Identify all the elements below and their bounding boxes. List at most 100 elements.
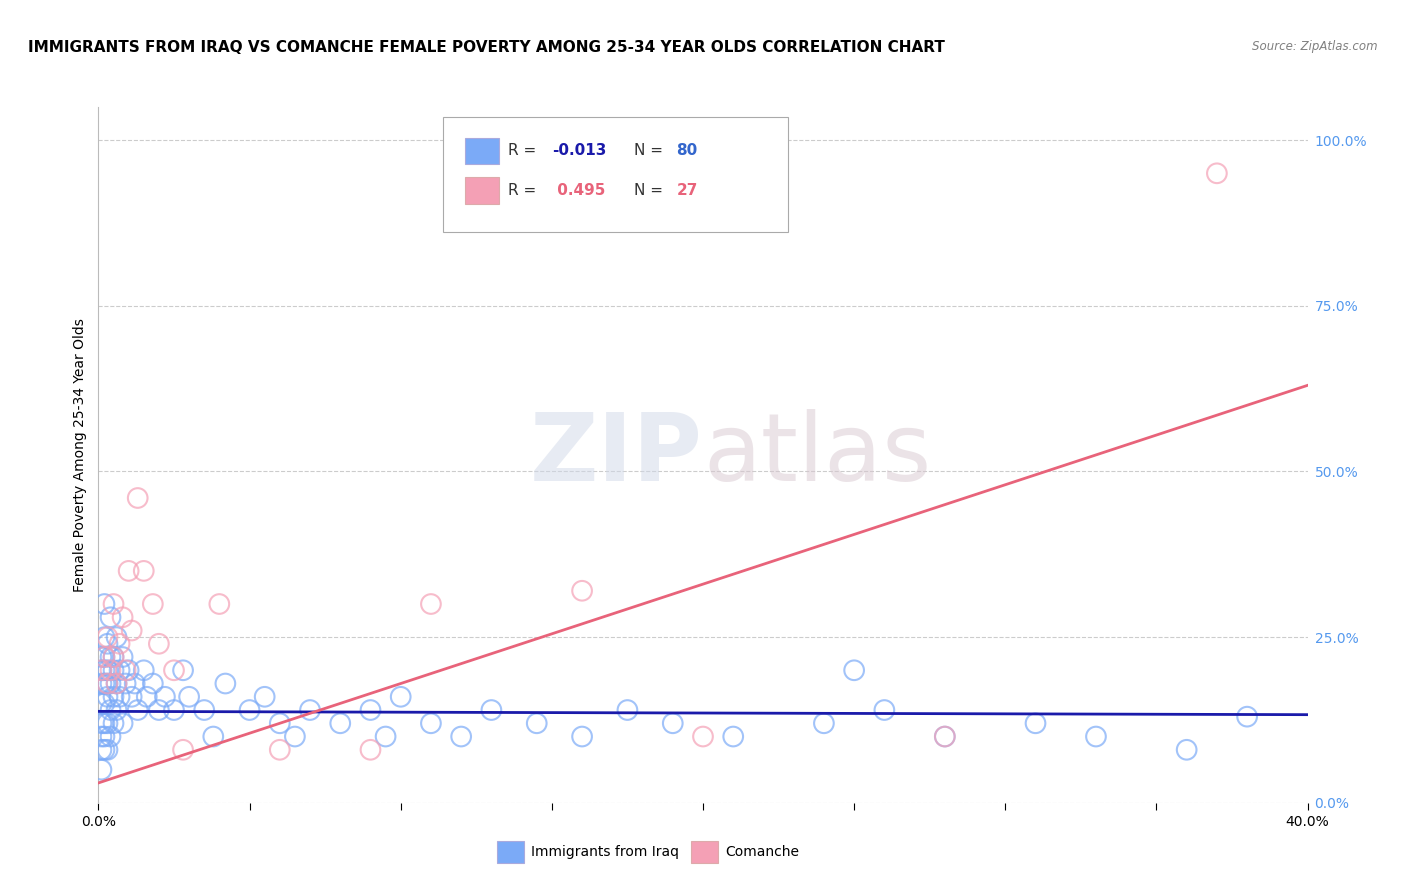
Text: IMMIGRANTS FROM IRAQ VS COMANCHE FEMALE POVERTY AMONG 25-34 YEAR OLDS CORRELATIO: IMMIGRANTS FROM IRAQ VS COMANCHE FEMALE … (28, 40, 945, 55)
Point (114, 676, 136, 690)
Point (934, 730, 956, 744)
Point (934, 730, 956, 744)
Point (329, 716, 352, 731)
Point (208, 597, 231, 611)
FancyBboxPatch shape (465, 137, 499, 164)
Point (96, 690, 118, 704)
Point (127, 703, 149, 717)
Point (571, 583, 593, 598)
Text: -0.013: -0.013 (551, 144, 606, 159)
Point (105, 703, 128, 717)
Point (1175, 743, 1198, 757)
Text: N =: N = (634, 144, 668, 159)
Point (1206, 166, 1229, 180)
Point (111, 650, 134, 665)
Point (526, 716, 548, 731)
Point (616, 703, 638, 717)
Point (108, 637, 131, 651)
Point (163, 663, 186, 677)
Text: atlas: atlas (703, 409, 931, 501)
Text: 80: 80 (676, 144, 697, 159)
Point (100, 663, 122, 677)
Point (96, 716, 118, 731)
Point (114, 663, 136, 677)
Point (148, 703, 170, 717)
Point (93, 730, 115, 744)
Point (844, 663, 866, 677)
Point (108, 663, 131, 677)
Point (148, 637, 170, 651)
Point (813, 716, 835, 731)
Point (90, 697, 112, 711)
Point (135, 690, 157, 704)
Point (100, 676, 122, 690)
FancyBboxPatch shape (690, 841, 717, 863)
Point (571, 730, 593, 744)
Point (103, 650, 125, 665)
Point (93, 716, 115, 731)
Point (269, 743, 291, 757)
Point (96, 743, 118, 757)
Point (90, 663, 112, 677)
Point (142, 597, 165, 611)
Point (118, 564, 141, 578)
Point (105, 630, 128, 644)
Point (103, 597, 125, 611)
Point (214, 676, 236, 690)
Point (172, 743, 194, 757)
Point (105, 676, 128, 690)
Point (269, 716, 291, 731)
Point (90, 663, 112, 677)
Text: Immigrants from Iraq: Immigrants from Iraq (531, 845, 679, 858)
Point (90, 743, 112, 757)
Point (132, 564, 155, 578)
Point (121, 690, 143, 704)
Point (389, 690, 412, 704)
Point (93, 676, 115, 690)
FancyBboxPatch shape (465, 178, 499, 203)
Point (121, 624, 143, 638)
Point (103, 716, 125, 731)
Text: Comanche: Comanche (724, 845, 799, 858)
Point (111, 610, 134, 624)
Point (111, 716, 134, 731)
Point (103, 690, 125, 704)
Point (96, 676, 118, 690)
Point (100, 703, 122, 717)
Point (103, 650, 125, 665)
Point (93, 697, 115, 711)
Point (90, 763, 112, 777)
Point (723, 730, 745, 744)
Point (93, 597, 115, 611)
Point (202, 730, 225, 744)
Point (153, 690, 176, 704)
Point (163, 703, 186, 717)
Point (360, 743, 382, 757)
Point (90, 676, 112, 690)
Text: 27: 27 (676, 183, 697, 198)
Text: ZIP: ZIP (530, 409, 703, 501)
FancyBboxPatch shape (443, 118, 787, 232)
Point (127, 491, 149, 505)
Text: 0.495: 0.495 (551, 183, 605, 198)
Point (661, 716, 683, 731)
Point (1085, 730, 1108, 744)
Point (118, 663, 141, 677)
Point (172, 663, 194, 677)
Point (96, 663, 118, 677)
Point (90, 730, 112, 744)
Point (420, 716, 443, 731)
Point (100, 610, 122, 624)
Point (96, 637, 118, 651)
Point (239, 703, 262, 717)
Point (420, 597, 443, 611)
Point (103, 663, 125, 677)
Point (360, 703, 382, 717)
Point (1024, 716, 1046, 731)
Point (96, 630, 118, 644)
Text: Source: ZipAtlas.com: Source: ZipAtlas.com (1253, 40, 1378, 54)
Point (93, 650, 115, 665)
Point (299, 703, 322, 717)
Point (124, 676, 146, 690)
Point (93, 743, 115, 757)
